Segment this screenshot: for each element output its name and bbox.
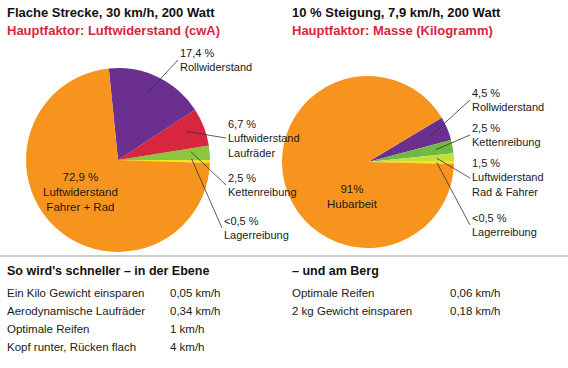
svg-text:1,5 %LuftwiderstandRad & Fahre: 1,5 %LuftwiderstandRad & Fahrer [472,157,544,198]
svg-text:0,34 km/h: 0,34 km/h [170,305,221,317]
svg-text:17,4 %Rollwiderstand: 17,4 %Rollwiderstand [180,47,252,73]
svg-text:So wird's schneller – in der E: So wird's schneller – in der Ebene [7,264,209,278]
svg-text:4,5 %Rollwiderstand: 4,5 %Rollwiderstand [472,87,544,113]
svg-text:Hauptfaktor: Luftwiderstand (c: Hauptfaktor: Luftwiderstand (cwA) [7,23,220,38]
svg-text:72,9 %LuftwiderstandFahrer + R: 72,9 %LuftwiderstandFahrer + Rad [43,171,118,213]
svg-text:91%Hubarbeit: 91%Hubarbeit [327,183,378,210]
svg-text:Flache Strecke, 30 km/h, 200 W: Flache Strecke, 30 km/h, 200 Watt [7,5,215,20]
svg-text:<0,5 %Lagerreibung: <0,5 %Lagerreibung [224,215,289,241]
svg-text:6,7 %LuftwiderstandLaufräder: 6,7 %LuftwiderstandLaufräder [228,118,300,159]
svg-text:1 km/h: 1 km/h [170,323,205,335]
svg-text:Aerodynamische Laufräder: Aerodynamische Laufräder [7,305,145,317]
svg-text:<0,5 %Lagerreibung: <0,5 %Lagerreibung [472,212,537,238]
svg-text:4 km/h: 4 km/h [170,341,205,353]
svg-text:0,05 km/h: 0,05 km/h [170,287,221,299]
svg-text:Kopf runter, Rücken flach: Kopf runter, Rücken flach [7,341,136,353]
svg-text:2,5 %Kettenreibung: 2,5 %Kettenreibung [472,122,541,148]
svg-text:2 kg Gewicht einsparen: 2 kg Gewicht einsparen [292,305,412,317]
svg-text:0,18 km/h: 0,18 km/h [450,305,501,317]
svg-text:2,5 %Kettenreibung: 2,5 %Kettenreibung [228,172,297,198]
svg-text:0,06 km/h: 0,06 km/h [450,287,501,299]
svg-text:Optimale Reifen: Optimale Reifen [7,323,89,335]
svg-text:Hauptfaktor: Masse (Kilogramm): Hauptfaktor: Masse (Kilogramm) [292,23,493,38]
svg-text:Ein Kilo Gewicht einsparen: Ein Kilo Gewicht einsparen [7,287,144,299]
svg-text:10 % Steigung, 7,9 km/h, 200 W: 10 % Steigung, 7,9 km/h, 200 Watt [292,5,501,20]
svg-text:– und am Berg: – und am Berg [292,264,379,278]
svg-text:Optimale Reifen: Optimale Reifen [292,287,374,299]
